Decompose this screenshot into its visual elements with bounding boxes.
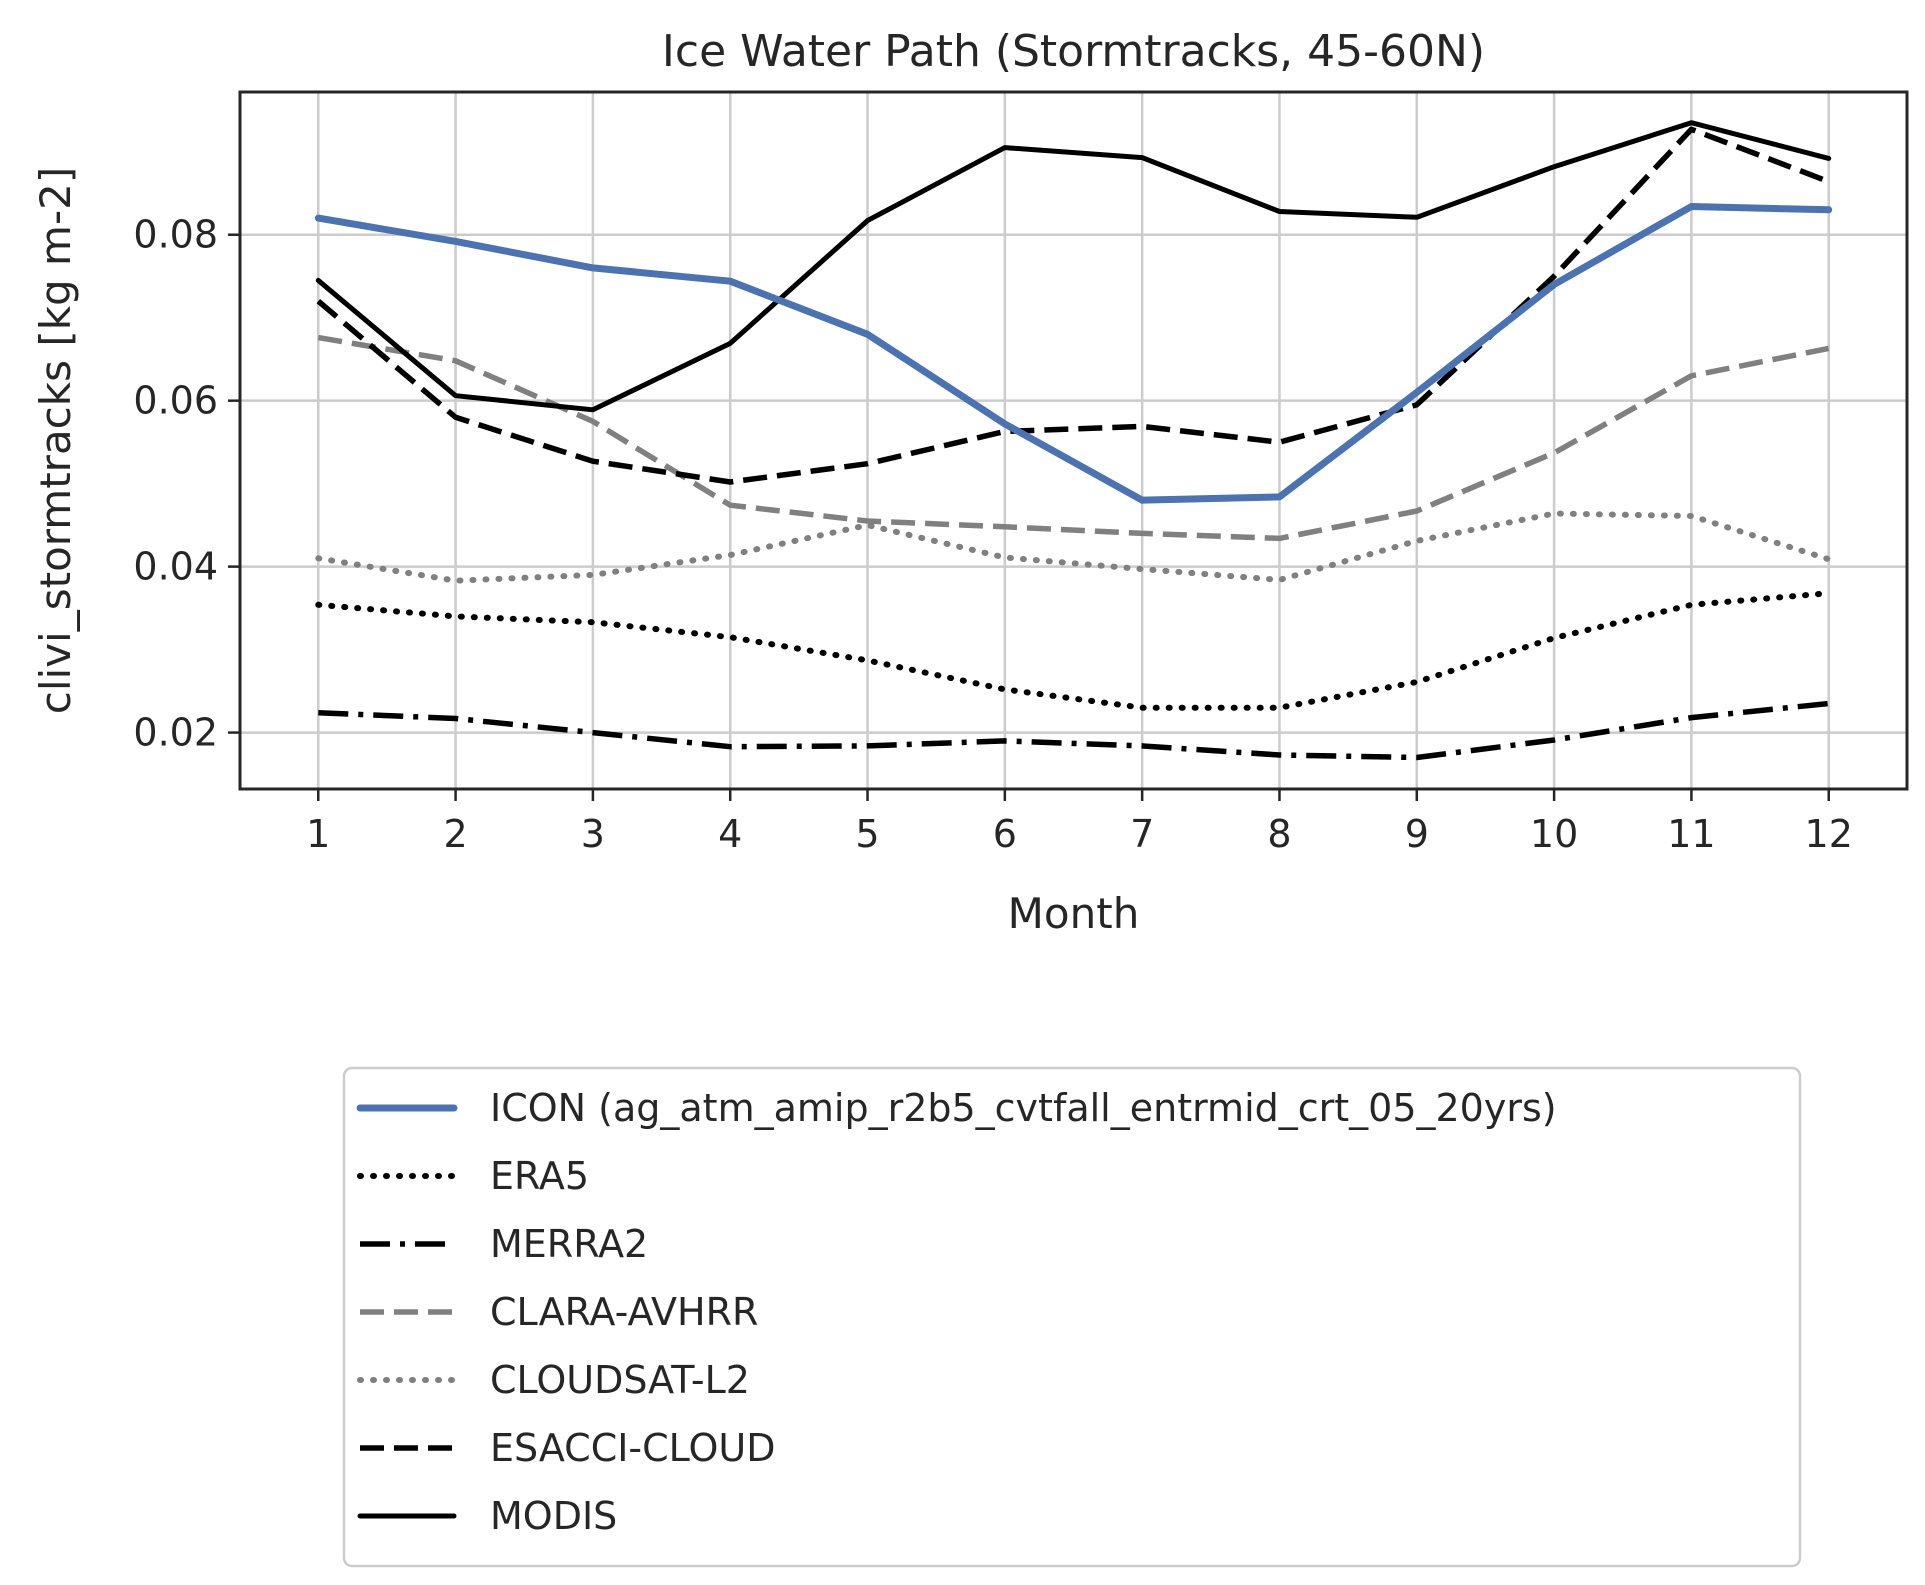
x-tick-label: 5 (855, 812, 879, 856)
legend-label: MODIS (490, 1494, 617, 1538)
series-line-1 (315, 590, 1832, 711)
series-line-6 (315, 120, 1832, 413)
chart-title: Ice Water Path (Stormtracks, 45-60N) (662, 26, 1485, 77)
y-axis: 0.02 0.04 0.06 0.08 (133, 213, 240, 755)
x-tick-label: 1 (306, 812, 330, 856)
x-tick-label: 6 (993, 812, 1017, 856)
series-line-2 (318, 700, 1829, 761)
x-axis: 1 2 3 4 5 6 7 8 9 10 11 12 (306, 789, 1853, 856)
grid (240, 92, 1907, 789)
x-tick-label: 7 (1130, 812, 1154, 856)
legend: ICON (ag_atm_amip_r2b5_cvtfall_entrmid_c… (342, 1066, 1802, 1568)
series-line-4 (315, 510, 1832, 584)
y-tick-label: 0.08 (133, 213, 218, 257)
x-tick-label: 8 (1267, 812, 1291, 856)
x-tick-label: 10 (1530, 812, 1578, 856)
x-tick-label: 11 (1667, 812, 1715, 856)
x-tick-label: 2 (443, 812, 467, 856)
plot-frame (238, 90, 1909, 791)
legend-label: ERA5 (490, 1154, 589, 1198)
series-line-3 (317, 334, 1830, 542)
legend-label: MERRA2 (490, 1222, 648, 1266)
series-line-5 (316, 126, 1830, 485)
legend-label: CLARA-AVHRR (490, 1290, 758, 1334)
legend-label: ESACCI-CLOUD (490, 1426, 775, 1470)
y-tick-label: 0.04 (133, 545, 218, 589)
y-tick-label: 0.06 (133, 379, 218, 423)
x-axis-label: Month (1008, 889, 1140, 938)
legend-label: CLOUDSAT-L2 (490, 1358, 750, 1402)
legend-box (342, 1066, 1802, 1568)
x-tick-label: 9 (1405, 812, 1429, 856)
x-tick-label: 12 (1805, 812, 1853, 856)
y-tick-label: 0.02 (133, 711, 218, 755)
x-tick-label: 4 (718, 812, 742, 856)
series-line-0 (314, 203, 1833, 504)
series-lines (314, 120, 1833, 761)
y-axis-label: clivi_stormtracks [kg m-2] (31, 167, 80, 714)
legend-label: ICON (ag_atm_amip_r2b5_cvtfall_entrmid_c… (490, 1086, 1557, 1130)
x-tick-label: 3 (581, 812, 605, 856)
